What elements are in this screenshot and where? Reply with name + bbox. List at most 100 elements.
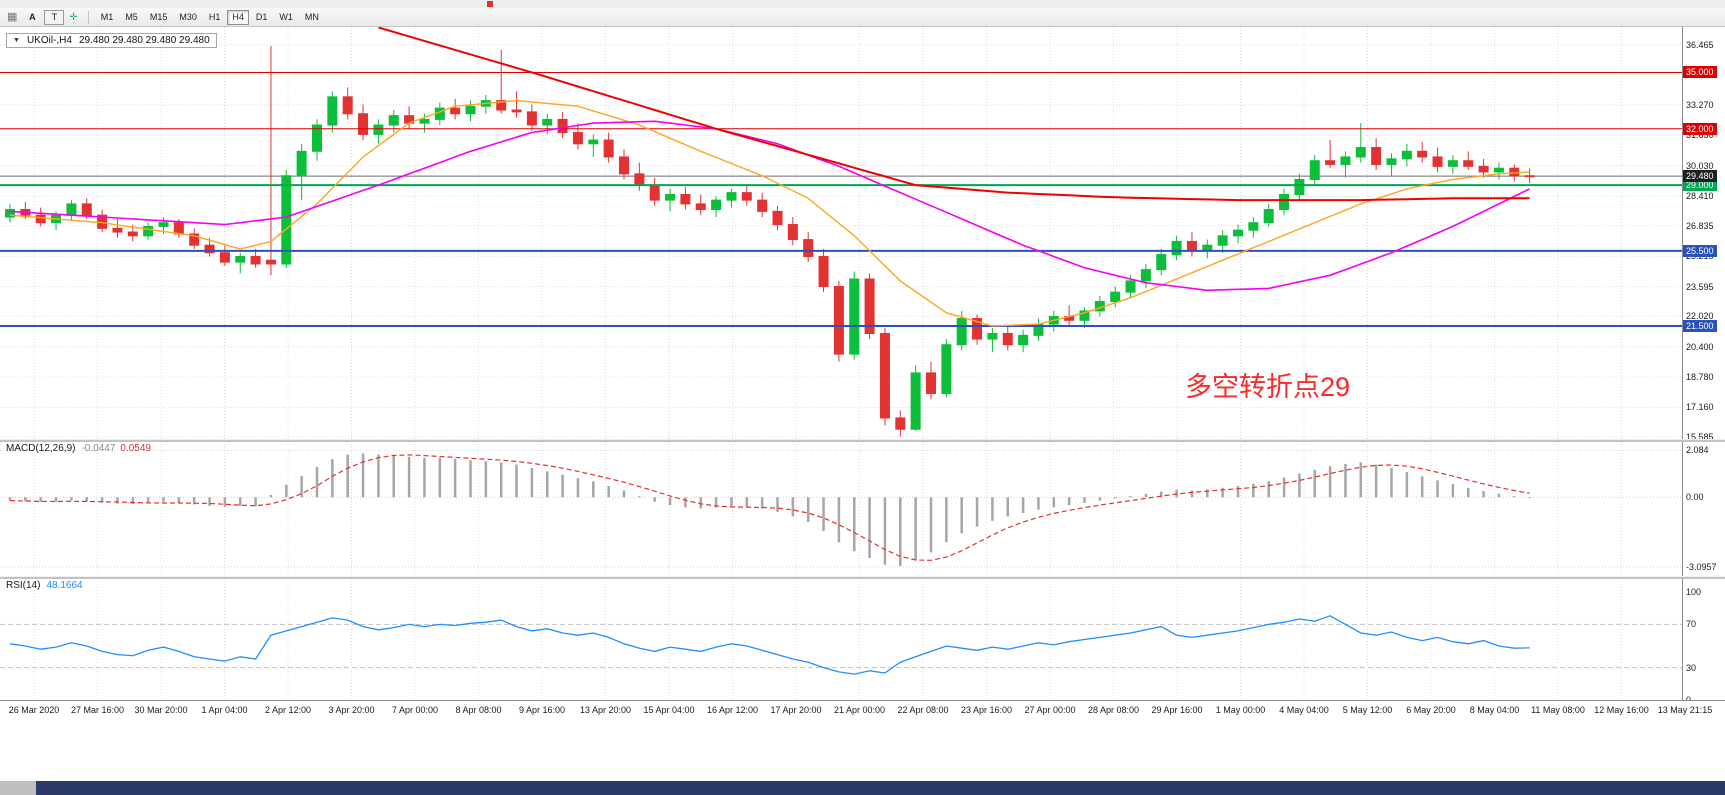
time-axis-label: 8 May 04:00 — [1469, 705, 1520, 715]
time-axis-label: 23 Apr 16:00 — [960, 705, 1013, 715]
rsi-value: 48.1664 — [46, 580, 83, 591]
price-tick-label: 22.020 — [1686, 311, 1714, 322]
fast-ma-line[interactable] — [9, 99, 1530, 327]
timeframe-H1[interactable]: H1 — [204, 10, 226, 25]
timeframe-MN[interactable]: MN — [300, 10, 324, 25]
price-level-badge[interactable]: 21.500 — [1683, 319, 1717, 332]
price-tick-label: 33.270 — [1686, 99, 1714, 110]
macd-tick-label: -3.0957 — [1686, 561, 1717, 572]
time-axis-label: 22 Apr 08:00 — [897, 705, 949, 715]
crosshair-icon[interactable]: ✛ — [69, 11, 78, 23]
price-level-badge[interactable]: 32.000 — [1683, 122, 1717, 135]
time-axis-label: 1 May 00:00 — [1215, 705, 1266, 715]
main-chart-panel: ▼ UKOil-,H4 29.480 29.480 29.480 29.480 … — [0, 27, 1683, 439]
medium-ma-line[interactable] — [9, 120, 1530, 292]
current-price-badge: 29.480 — [1683, 170, 1717, 183]
chart-symbol-label: UKOil-,H4 — [26, 35, 72, 46]
time-axis-label: 12 May 16:00 — [1594, 705, 1649, 715]
candles-layer — [5, 46, 1535, 437]
time-axis-label: 9 Apr 16:00 — [518, 705, 566, 715]
toolbar-separator — [87, 10, 89, 24]
rsi-chart-canvas[interactable] — [0, 578, 1683, 700]
time-axis-label: 8 Apr 08:00 — [455, 705, 502, 715]
timeframe-W1[interactable]: W1 — [274, 10, 298, 25]
time-axis-label: 16 Apr 12:00 — [706, 705, 759, 715]
timeframe-D1[interactable]: D1 — [251, 10, 273, 25]
price-level-badge[interactable]: 25.500 — [1683, 244, 1717, 257]
price-tick-label: 26.835 — [1686, 220, 1714, 231]
slow-ma-line[interactable] — [378, 27, 1530, 202]
macd-title: MACD(12,26,9) -0.0447 0.0549 — [6, 443, 151, 454]
price-tick-label: 20.400 — [1686, 341, 1714, 352]
rsi-panel: RSI(14) 48.1664 — [0, 578, 1683, 700]
grid-icon[interactable]: ▦ — [7, 10, 18, 23]
macd-tick-label: 2.084 — [1686, 445, 1709, 456]
timeframe-H4[interactable]: H4 — [227, 9, 249, 25]
macd-signal-value: 0.0549 — [120, 443, 151, 454]
timeframe-group: M1 M5 M15 M30 H1 H4 D1 W1 MN — [96, 9, 324, 25]
macd-tick-label: 0.00 — [1686, 492, 1704, 503]
time-axis-label: 29 Apr 16:00 — [1151, 705, 1203, 715]
panel-splitter[interactable] — [0, 576, 1725, 579]
clipped-toolbar-icon — [487, 1, 493, 7]
macd-signal-line — [9, 454, 1530, 561]
time-axis[interactable]: 26 Mar 2020 27 Mar 16:00 30 Mar 20:00 1 Apr… — [0, 700, 1725, 719]
price-tick-label: 23.595 — [1686, 281, 1714, 292]
time-axis-label: 27 Mar 16:00 — [70, 705, 125, 715]
macd-histogram — [8, 453, 1531, 566]
rsi-title: RSI(14) 48.1664 — [6, 580, 83, 591]
time-axis-label: 6 May 20:00 — [1406, 705, 1456, 715]
timeframe-M15[interactable]: M15 — [145, 10, 173, 25]
rsi-tick-label: 30 — [1686, 662, 1697, 673]
chart-annotation-text[interactable]: 多空转折点29 — [1185, 372, 1351, 402]
macd-chart-canvas[interactable] — [0, 441, 1683, 576]
timeframe-M5[interactable]: M5 — [120, 10, 143, 25]
rsi-tick-label: 100 — [1686, 587, 1702, 597]
time-axis-label: 21 Apr 00:00 — [833, 705, 886, 715]
time-axis-label: 11 May 08:00 — [1531, 705, 1585, 715]
time-axis-label: 1 Apr 04:00 — [201, 705, 248, 715]
chart-ohlc-values: 29.480 29.480 29.480 29.480 — [78, 35, 210, 46]
taskbar-segment — [0, 781, 36, 795]
price-tick-label: 28.410 — [1686, 191, 1714, 202]
time-axis-label: 27 Apr 00:00 — [1024, 705, 1076, 715]
time-axis-label: 13 May 21:15 — [1657, 705, 1713, 715]
rsi-tick-label: 70 — [1686, 619, 1697, 630]
time-axis-label: 17 Apr 20:00 — [770, 705, 822, 715]
price-level-badge[interactable]: 29.000 — [1683, 179, 1717, 192]
rsi-name: RSI(14) — [6, 580, 41, 591]
price-tick-label: 18.780 — [1686, 372, 1714, 383]
timeframe-M30[interactable]: M30 — [174, 10, 202, 25]
symbol-dropdown-icon: ▼ — [13, 37, 20, 44]
price-tick-label: 31.650 — [1686, 130, 1714, 141]
text-tool-button[interactable]: T — [44, 9, 65, 25]
time-axis-label: 26 Mar 2020 — [8, 705, 60, 715]
rsi-line — [9, 615, 1530, 675]
macd-main-value: -0.0447 — [81, 443, 116, 454]
taskbar — [0, 781, 1725, 795]
panel-splitter[interactable] — [0, 439, 1725, 442]
time-axis-label: 3 Apr 20:00 — [328, 705, 375, 715]
chart-header[interactable]: ▼ UKOil-,H4 29.480 29.480 29.480 29.480 — [6, 33, 217, 48]
price-tick-label: 15.585 — [1686, 432, 1714, 443]
level-lines-layer[interactable] — [0, 71, 1683, 327]
time-axis-label: 30 Mar 20:00 — [134, 705, 188, 715]
time-axis-label: 4 May 04:00 — [1279, 705, 1329, 715]
grid-layer — [0, 27, 1683, 439]
time-axis-label: 15 Apr 04:00 — [643, 705, 695, 715]
time-axis-label: 7 Apr 00:00 — [391, 705, 439, 715]
time-axis-label: 5 May 12:00 — [1342, 705, 1393, 715]
macd-panel: MACD(12,26,9) -0.0447 0.0549 — [0, 441, 1683, 576]
price-axis[interactable]: 36.46533.27031.65030.03028.41026.83525.2… — [1682, 27, 1725, 718]
price-level-badge[interactable]: 35.000 — [1683, 66, 1717, 79]
time-axis-label: 28 Apr 08:00 — [1087, 705, 1140, 715]
price-tick-label: 36.465 — [1686, 39, 1714, 50]
font-tool-button[interactable]: A — [22, 10, 42, 25]
price-tick-label: 30.030 — [1686, 160, 1714, 171]
time-axis-label: 13 Apr 20:00 — [579, 705, 632, 715]
main-price-chart-canvas[interactable] — [0, 27, 1683, 439]
macd-name: MACD(12,26,9) — [6, 443, 76, 454]
toolbar: ▦ A T ✛ M1 M5 M15 M30 H1 H4 D1 W1 MN — [0, 8, 1725, 27]
timeframe-M1[interactable]: M1 — [96, 10, 119, 25]
time-axis-label: 2 Apr 12:00 — [264, 705, 312, 715]
